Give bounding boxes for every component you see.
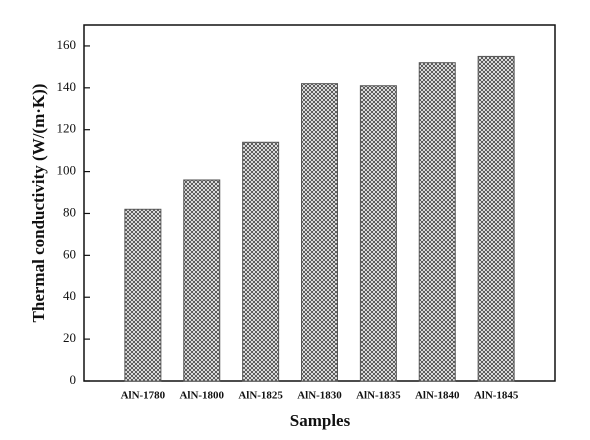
- bar: [359, 85, 397, 382]
- x-axis-title: Samples: [290, 411, 351, 430]
- y-tick-label: 80: [63, 204, 76, 219]
- y-tick-label: 160: [57, 37, 77, 52]
- bar: [301, 83, 338, 382]
- y-tick-label: 140: [57, 79, 77, 94]
- y-tick-label: 40: [63, 288, 76, 303]
- x-tick-label: AlN-1800: [179, 390, 224, 402]
- bar: [477, 55, 515, 382]
- y-tick-label: 20: [63, 330, 76, 345]
- bar: [418, 62, 456, 382]
- y-tick-label: 100: [57, 163, 77, 178]
- x-tick-label: AlN-1845: [474, 390, 519, 402]
- x-tick-label: AlN-1830: [297, 390, 342, 402]
- bar: [183, 179, 221, 382]
- bar: [242, 141, 280, 382]
- x-tick-label: AlN-1840: [415, 390, 460, 402]
- x-tick-label: AlN-1835: [356, 390, 401, 402]
- y-tick-label: 0: [70, 372, 77, 387]
- bar: [124, 208, 162, 382]
- y-tick-label: 120: [57, 121, 77, 136]
- y-axis-title: Thermal conductivity (W/(m·K)): [29, 84, 48, 323]
- x-tick-label: AlN-1780: [121, 390, 166, 402]
- x-tick-label: AlN-1825: [238, 390, 283, 402]
- y-tick-label: 60: [63, 246, 76, 261]
